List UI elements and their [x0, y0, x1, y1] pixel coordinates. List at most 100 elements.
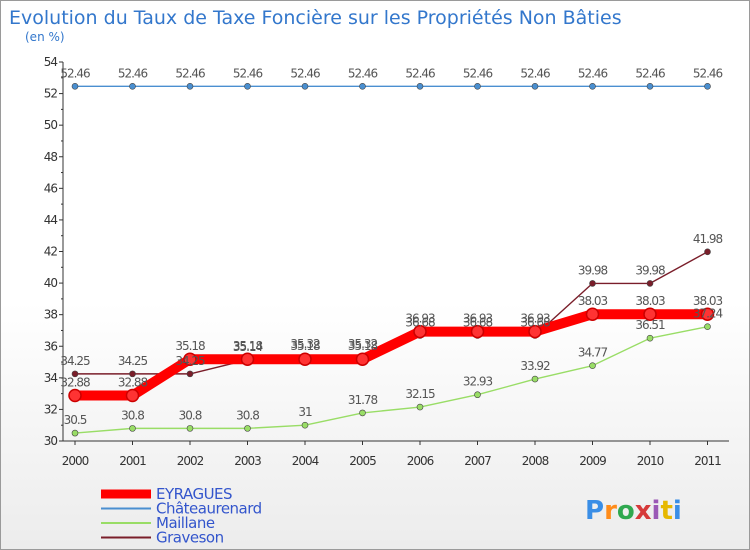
data-label: 35.18 [175, 339, 205, 353]
data-point [474, 83, 481, 90]
data-label: 35.18 [233, 339, 263, 353]
data-point [301, 421, 309, 429]
data-label: 36.51 [635, 318, 665, 332]
data-point [240, 352, 255, 366]
data-point [474, 391, 481, 399]
data-point [470, 324, 485, 339]
data-point [646, 280, 654, 287]
data-label: 30.5 [64, 413, 87, 427]
data-label: 52.46 [348, 66, 378, 80]
logo-letter: i [652, 496, 661, 526]
data-point [531, 375, 539, 383]
data-label: 52.46 [118, 66, 148, 80]
logo-letter: t [660, 496, 672, 526]
data-point [528, 324, 542, 339]
data-point [129, 370, 136, 378]
series-line-maillane [74, 325, 709, 434]
data-label: 32.88 [118, 376, 148, 390]
x-tick-label: 2000 [62, 454, 89, 468]
data-point [186, 370, 194, 378]
y-tick-label: 32 [44, 402, 58, 416]
data-point [589, 280, 596, 287]
data-label: 32.15 [405, 387, 435, 401]
data-label: 52.46 [290, 66, 320, 80]
data-point [531, 83, 539, 90]
data-point [244, 83, 251, 90]
data-label: 39.98 [578, 263, 608, 277]
x-tick-label: 2009 [579, 454, 606, 468]
data-label: 30.8 [121, 408, 144, 422]
data-point [71, 83, 79, 90]
logo-letter: i [673, 496, 682, 526]
data-label: 38.03 [693, 294, 723, 308]
data-label: 35.14 [233, 340, 263, 354]
data-point [646, 334, 654, 342]
data-label: 31.78 [348, 393, 378, 407]
y-tick-label: 36 [44, 339, 58, 353]
data-label: 30.8 [179, 408, 202, 422]
y-axis-ticks: 30 32 34 36 38 40 42 44 46 48 50 52 54 [44, 55, 63, 448]
logo-letter: x [635, 496, 652, 526]
y-tick-label: 30 [44, 434, 58, 448]
series-group [68, 83, 715, 437]
data-point [643, 307, 657, 321]
data-point [589, 362, 596, 369]
data-point [355, 352, 370, 366]
data-point [129, 83, 136, 90]
data-label: 32.93 [463, 375, 493, 389]
data-label: 52.46 [405, 66, 435, 80]
data-label: 34.77 [578, 346, 608, 360]
data-point [359, 83, 366, 90]
logo-letter: o [617, 496, 635, 526]
data-label: 36.93 [520, 312, 550, 326]
data-point [68, 388, 82, 403]
data-label: 35.18 [290, 339, 320, 353]
data-point [129, 425, 136, 432]
data-point [704, 248, 711, 256]
data-label: 33.92 [520, 359, 550, 373]
series-line-eyragues [70, 309, 713, 401]
y-tick-label: 44 [44, 213, 58, 227]
x-tick-label: 2011 [694, 454, 721, 468]
data-label: 35.32 [290, 337, 320, 351]
y-tick-label: 42 [44, 245, 58, 259]
data-point [704, 323, 711, 330]
data-point [646, 83, 654, 90]
x-tick-label: 2005 [349, 454, 376, 468]
y-tick-label: 50 [44, 118, 58, 132]
y-tick-label: 46 [44, 181, 58, 195]
data-point [301, 83, 309, 90]
data-label: 37.24 [693, 307, 723, 321]
y-tick-label: 48 [44, 150, 58, 164]
data-label: 34.25 [60, 354, 90, 368]
data-point [71, 370, 79, 378]
legend-entry: Châteaurenard [156, 500, 262, 518]
y-tick-label: 40 [44, 276, 58, 290]
data-labels: 32.88 32.88 35.18 35.18 35.18 35.18 36.93 36.93… [60, 66, 723, 427]
logo-text: Proxiti [585, 496, 682, 526]
x-tick-label: 2006 [407, 454, 434, 468]
data-label: 36.68 [463, 316, 493, 330]
data-point [183, 352, 197, 366]
data-label: 41.98 [693, 232, 723, 246]
data-point [186, 425, 194, 432]
legend-entry: Maillane [156, 514, 215, 532]
data-point [359, 409, 366, 417]
data-label: 38.03 [635, 294, 665, 308]
data-label: 52.46 [175, 66, 205, 80]
y-tick-label: 52 [44, 87, 58, 101]
data-label: 36.93 [405, 312, 435, 326]
x-tick-label: 2001 [119, 454, 146, 468]
data-point [413, 324, 427, 339]
data-label: 31 [298, 405, 312, 419]
logo-letter: r [604, 496, 617, 526]
data-label: 52.46 [635, 66, 665, 80]
x-tick-label: 2003 [234, 454, 261, 468]
data-label: 32.88 [60, 376, 90, 390]
data-point [186, 83, 194, 90]
data-point [704, 83, 711, 90]
data-label: 36.93 [463, 312, 493, 326]
legend-entry: Graveson [156, 529, 224, 547]
